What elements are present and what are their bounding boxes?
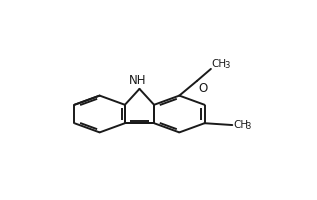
Text: 3: 3 [245, 122, 250, 131]
Text: NH: NH [129, 74, 147, 87]
Text: CH: CH [233, 120, 248, 130]
Text: 3: 3 [224, 61, 230, 70]
Text: O: O [198, 82, 208, 95]
Text: CH: CH [212, 59, 227, 69]
